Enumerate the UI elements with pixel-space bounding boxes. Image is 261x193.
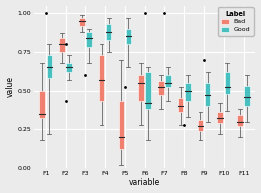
Bar <box>46 55 52 78</box>
Bar <box>165 75 171 87</box>
Bar <box>217 112 223 123</box>
Bar <box>66 63 72 72</box>
Bar <box>39 91 45 119</box>
Bar <box>205 83 210 106</box>
Bar <box>118 101 124 149</box>
Bar <box>138 75 144 101</box>
Bar <box>185 83 191 101</box>
Bar <box>126 29 131 44</box>
Y-axis label: value: value <box>5 76 15 97</box>
Bar <box>158 81 164 95</box>
Bar <box>79 18 85 26</box>
Bar <box>198 120 203 131</box>
Bar <box>99 55 104 101</box>
Bar <box>244 86 250 106</box>
Bar <box>86 32 92 47</box>
Bar <box>224 72 230 94</box>
Bar <box>178 98 183 112</box>
Bar <box>145 72 151 109</box>
Bar <box>237 115 243 126</box>
Legend: Bad, Good: Bad, Good <box>218 8 254 36</box>
Bar <box>59 38 65 52</box>
X-axis label: variable: variable <box>129 179 160 187</box>
Bar <box>106 24 111 40</box>
